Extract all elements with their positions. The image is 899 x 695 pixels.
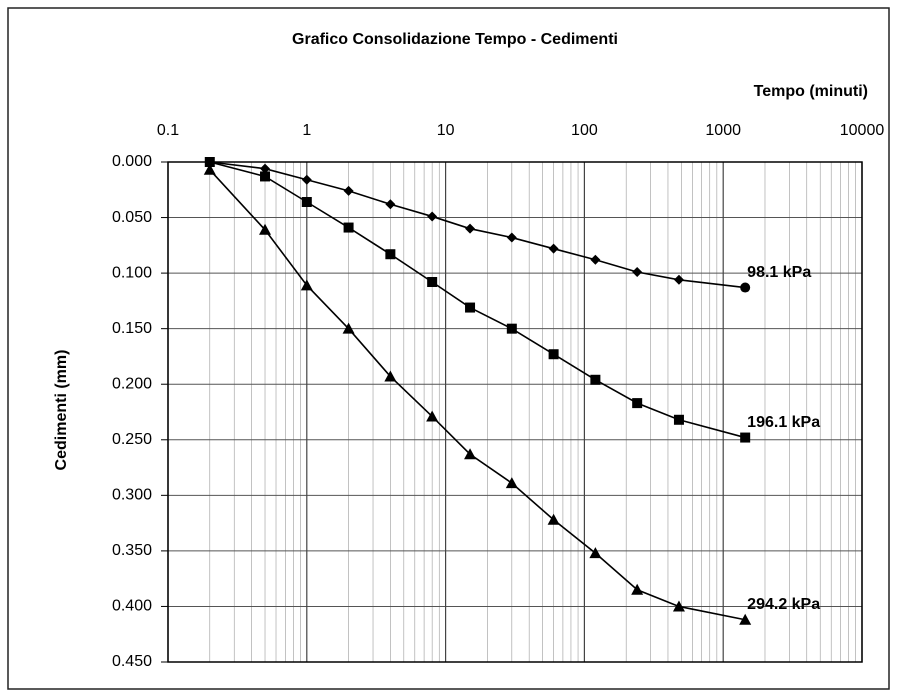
- y-tick-label: 0.350: [112, 542, 152, 559]
- marker: [204, 157, 215, 167]
- x-tick-label: 10000: [840, 122, 885, 139]
- marker: [343, 185, 354, 196]
- marker: [426, 410, 439, 422]
- plot-border: [167, 161, 863, 663]
- marker: [385, 249, 396, 260]
- x-tick-label: 100: [571, 122, 598, 139]
- marker: [673, 274, 684, 285]
- marker: [632, 267, 643, 277]
- y-tick-label: 0.100: [112, 264, 152, 281]
- marker: [259, 223, 272, 235]
- x-axis-title: Tempo (minuti): [754, 83, 868, 100]
- y-tick-label: 0.000: [112, 153, 152, 170]
- marker: [506, 232, 517, 243]
- marker: [590, 254, 601, 265]
- marker: [506, 323, 517, 334]
- marker: [672, 600, 685, 612]
- marker: [631, 583, 644, 595]
- marker: [260, 171, 271, 182]
- y-tick-label: 0.200: [112, 375, 152, 392]
- y-tick-label: 0.250: [112, 431, 152, 448]
- marker: [548, 349, 559, 360]
- marker: [301, 174, 312, 185]
- marker: [300, 279, 313, 291]
- marker: [632, 398, 643, 409]
- marker: [673, 414, 684, 425]
- marker: [384, 370, 397, 382]
- marker: [342, 322, 355, 334]
- x-tick-label: 1: [302, 122, 311, 139]
- frame: [7, 7, 890, 690]
- marker: [465, 302, 476, 313]
- marker: [301, 197, 312, 207]
- marker: [505, 477, 518, 489]
- marker: [739, 613, 752, 625]
- marker: [343, 222, 354, 233]
- marker: [464, 448, 477, 460]
- chart-title: Grafico Consolidazione Tempo - Cedimenti: [292, 31, 618, 48]
- marker: [427, 211, 438, 222]
- y-tick-label: 0.050: [112, 209, 152, 226]
- marker: [740, 282, 751, 293]
- x-tick-label: 1000: [705, 122, 741, 139]
- marker: [427, 277, 438, 287]
- y-tick-label: 0.300: [112, 487, 152, 504]
- series-label: 98.1 kPa: [747, 264, 811, 281]
- marker: [547, 513, 560, 525]
- series-label: 294.2 kPa: [747, 596, 820, 613]
- marker: [589, 547, 602, 559]
- y-tick-label: 0.150: [112, 320, 152, 337]
- marker: [590, 374, 601, 385]
- x-tick-label: 0.1: [157, 122, 179, 139]
- series-label: 196.1 kPa: [747, 414, 820, 431]
- marker: [260, 163, 271, 174]
- marker: [740, 432, 751, 443]
- marker: [548, 243, 559, 254]
- y-axis-title: Cedimenti (mm): [53, 350, 70, 471]
- x-tick-label: 10: [437, 122, 455, 139]
- marker: [465, 223, 476, 234]
- y-tick-label: 0.400: [112, 598, 152, 615]
- marker: [203, 163, 216, 175]
- y-tick-label: 0.450: [112, 653, 152, 670]
- marker: [385, 199, 396, 210]
